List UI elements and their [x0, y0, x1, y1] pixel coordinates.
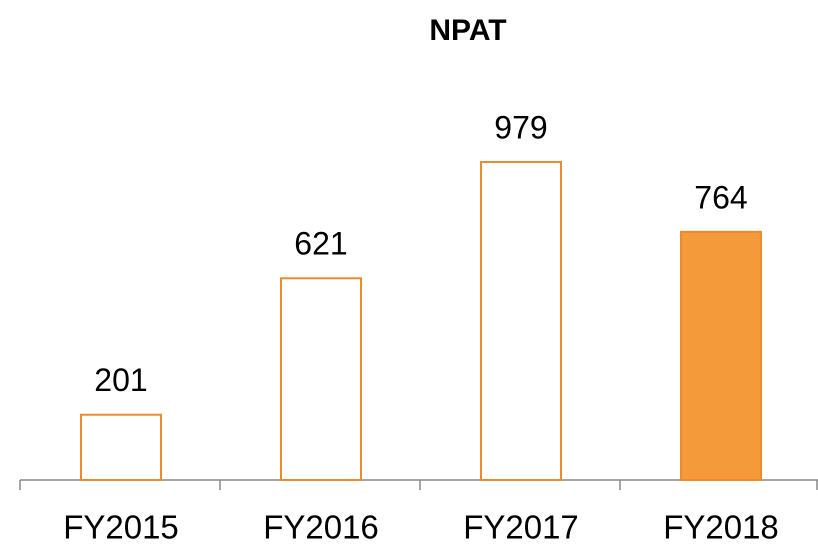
chart-title: NPAT [429, 14, 506, 47]
bar [280, 277, 362, 481]
data-label: 764 [694, 179, 747, 215]
x-tick-label: FY2017 [463, 509, 579, 546]
data-label: 621 [294, 226, 347, 262]
bar [480, 161, 562, 481]
data-label: 979 [494, 109, 547, 145]
x-tick-label: FY2016 [263, 509, 379, 546]
bar [680, 230, 762, 481]
data-label: 201 [94, 362, 147, 398]
x-tick-label: FY2018 [663, 509, 779, 546]
bar [80, 413, 162, 482]
x-tick-label: FY2015 [63, 509, 179, 546]
